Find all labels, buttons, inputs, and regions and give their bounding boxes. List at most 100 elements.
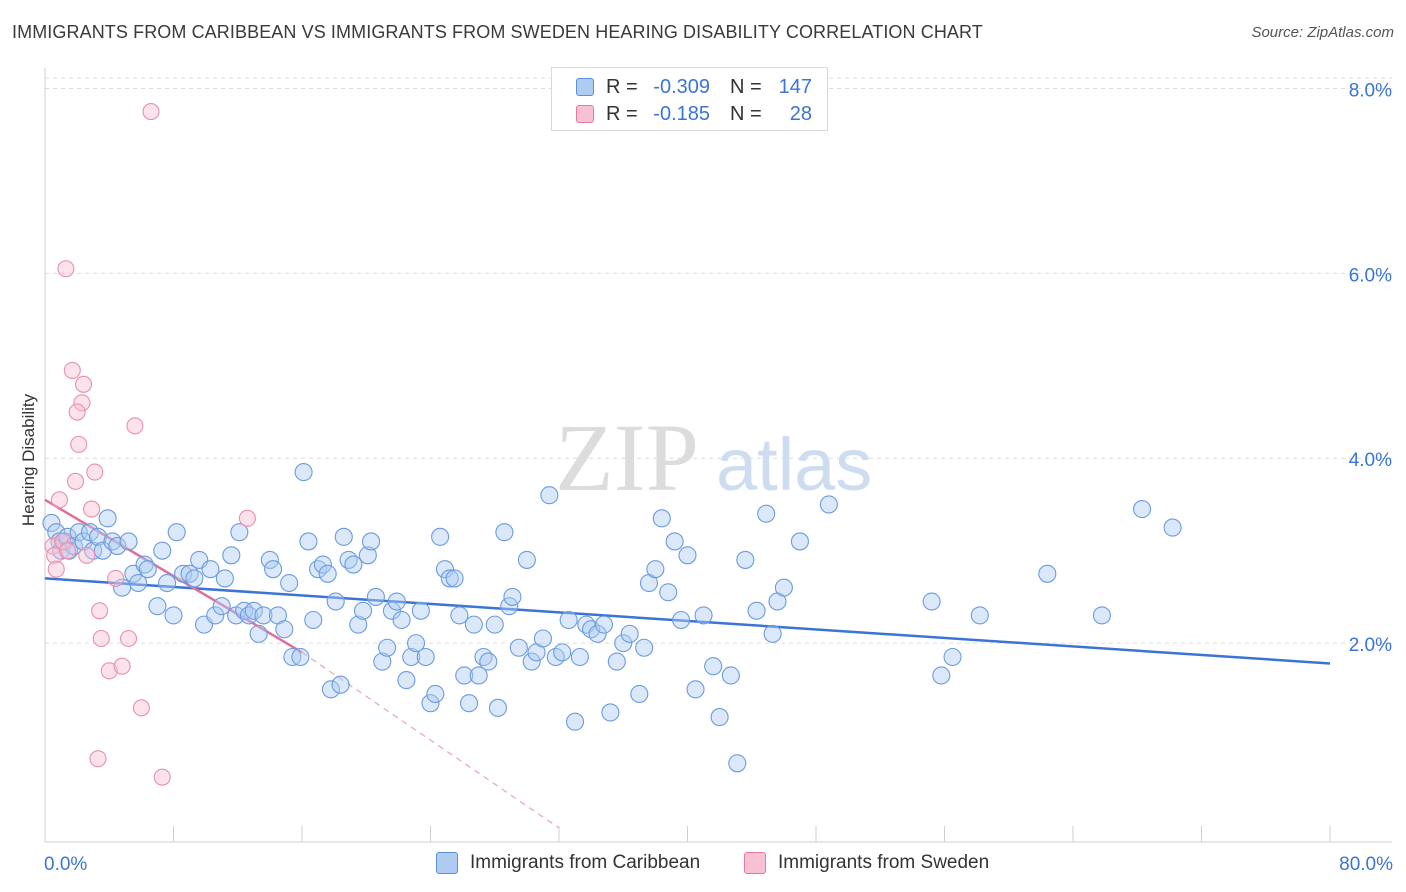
point-caribbean bbox=[488, 698, 508, 717]
axes bbox=[44, 68, 1392, 843]
chart-title: IMMIGRANTS FROM CARIBBEAN VS IMMIGRANTS … bbox=[12, 22, 983, 42]
point-caribbean bbox=[42, 513, 61, 533]
point-caribbean bbox=[382, 601, 402, 620]
legend-r-value: -0.309 bbox=[653, 75, 710, 98]
point-caribbean bbox=[646, 560, 665, 579]
trend-line-sweden-extension bbox=[301, 651, 560, 829]
legend-n-value: 147 bbox=[778, 75, 812, 98]
y-tick-label: 2.0% bbox=[1349, 635, 1392, 656]
point-caribbean bbox=[652, 509, 671, 528]
point-caribbean bbox=[74, 532, 93, 551]
point-caribbean bbox=[304, 610, 323, 630]
point-caribbean bbox=[275, 620, 294, 639]
point-caribbean bbox=[318, 564, 337, 583]
point-sweden bbox=[126, 417, 144, 435]
y-tick-label: 4.0% bbox=[1349, 450, 1392, 471]
point-caribbean bbox=[495, 523, 514, 542]
point-caribbean bbox=[426, 684, 445, 704]
point-caribbean bbox=[299, 532, 318, 551]
legend-row-caribbean: R = -0.309 N = 147 bbox=[576, 75, 812, 99]
point-caribbean bbox=[665, 532, 684, 551]
point-caribbean bbox=[440, 569, 459, 588]
point-caribbean bbox=[378, 638, 397, 657]
series-caribbean bbox=[42, 463, 1182, 773]
point-caribbean bbox=[212, 597, 231, 616]
point-caribbean bbox=[459, 694, 479, 713]
point-caribbean bbox=[108, 537, 127, 556]
point-caribbean bbox=[392, 610, 411, 630]
point-caribbean bbox=[635, 638, 654, 657]
point-caribbean bbox=[291, 647, 310, 667]
point-sweden bbox=[92, 629, 110, 648]
legend-swatch-sweden bbox=[576, 105, 594, 123]
point-caribbean bbox=[630, 684, 649, 704]
point-caribbean bbox=[411, 601, 430, 620]
grid-lines bbox=[45, 77, 1392, 644]
point-caribbean bbox=[402, 647, 421, 667]
point-caribbean bbox=[469, 666, 488, 685]
point-caribbean bbox=[588, 624, 607, 643]
point-caribbean bbox=[694, 606, 713, 625]
point-caribbean bbox=[119, 532, 138, 551]
point-caribbean bbox=[93, 541, 112, 560]
point-caribbean bbox=[479, 652, 498, 671]
point-caribbean bbox=[553, 643, 572, 662]
point-caribbean bbox=[313, 555, 332, 574]
point-caribbean bbox=[594, 615, 614, 634]
watermark-zip: ZIP bbox=[555, 404, 699, 511]
point-caribbean bbox=[1038, 564, 1057, 583]
point-caribbean bbox=[230, 523, 249, 542]
point-caribbean bbox=[373, 652, 392, 671]
point-caribbean bbox=[416, 647, 435, 667]
point-caribbean bbox=[362, 532, 381, 551]
point-sweden bbox=[107, 569, 125, 587]
legend-r-label: R = bbox=[606, 102, 638, 125]
point-caribbean bbox=[932, 666, 951, 685]
point-caribbean bbox=[757, 504, 776, 523]
point-caribbean bbox=[294, 463, 313, 482]
point-caribbean bbox=[1092, 606, 1111, 625]
point-sweden bbox=[63, 361, 81, 379]
point-caribbean bbox=[1163, 518, 1182, 537]
point-caribbean bbox=[138, 560, 157, 579]
point-caribbean bbox=[326, 592, 345, 611]
point-caribbean bbox=[540, 486, 559, 505]
point-sweden bbox=[75, 375, 93, 393]
y-tick-label: 8.0% bbox=[1349, 80, 1392, 101]
point-caribbean bbox=[620, 624, 639, 643]
point-caribbean bbox=[678, 546, 697, 565]
point-caribbean bbox=[129, 573, 148, 593]
point-sweden bbox=[153, 768, 171, 786]
legend-box: R = -0.309 N = 147 R = -0.185 N = 28 bbox=[551, 67, 828, 131]
point-sweden bbox=[86, 463, 104, 481]
point-caribbean bbox=[943, 647, 962, 667]
point-caribbean bbox=[570, 647, 589, 667]
legend-r-value: -0.185 bbox=[653, 102, 710, 125]
legend-row-sweden: R = -0.185 N = 28 bbox=[576, 102, 812, 126]
bottom-legend-label-caribbean: Immigrants from Caribbean bbox=[470, 852, 701, 873]
point-caribbean bbox=[607, 652, 626, 671]
point-caribbean bbox=[254, 606, 273, 625]
point-caribbean bbox=[331, 675, 350, 694]
point-sweden bbox=[78, 546, 96, 564]
legend-r-label: R = bbox=[606, 75, 638, 98]
x-tick-label: 0.0% bbox=[44, 854, 87, 875]
point-caribbean bbox=[174, 564, 193, 583]
legend-swatch-caribbean bbox=[576, 78, 594, 96]
bottom-legend-label-sweden: Immigrants from Sweden bbox=[778, 852, 990, 873]
watermark: ZIP atlas bbox=[555, 404, 872, 511]
point-caribbean bbox=[334, 527, 353, 546]
point-caribbean bbox=[206, 606, 225, 625]
point-caribbean bbox=[522, 652, 541, 671]
point-caribbean bbox=[280, 573, 299, 593]
point-sweden bbox=[54, 532, 72, 550]
point-caribbean bbox=[517, 550, 536, 569]
point-caribbean bbox=[455, 666, 474, 685]
point-caribbean bbox=[164, 606, 183, 625]
point-caribbean bbox=[736, 550, 755, 569]
watermark-atlas: atlas bbox=[716, 423, 872, 506]
point-caribbean bbox=[264, 560, 283, 579]
point-sweden bbox=[57, 260, 75, 278]
point-caribbean bbox=[435, 560, 455, 579]
point-caribbean bbox=[366, 587, 385, 606]
